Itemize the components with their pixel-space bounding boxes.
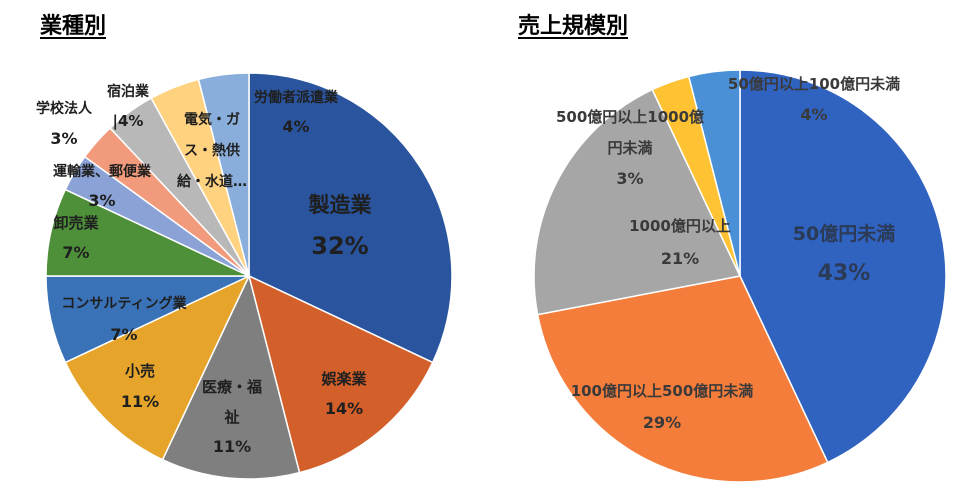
- pie0-slice-1: [247, 274, 434, 474]
- svg-text:50億円以上100億円未満: 50億円以上100億円未満: [728, 75, 900, 93]
- svg-text:製造業: 製造業: [308, 193, 373, 217]
- svg-text:100億円以上500億円未満: 100億円以上500億円未満: [571, 382, 754, 400]
- svg-text:卸売業: 卸売業: [53, 214, 99, 232]
- svg-text:給・水道…: 給・水道…: [177, 173, 247, 190]
- pie1-slice-0: [739, 69, 947, 464]
- svg-text:|4%: |4%: [113, 112, 144, 131]
- svg-text:円未満: 円未満: [607, 139, 652, 157]
- svg-text:学校法人: 学校法人: [36, 100, 93, 117]
- pie0-label-3: 小売 11%: [121, 362, 159, 411]
- pie0-label-5: 卸売業 7%: [53, 214, 99, 262]
- pie0-label-2: 医療・福祉 11%: [202, 378, 262, 456]
- svg-text:運輸業、郵便業: 運輸業、郵便業: [53, 163, 152, 180]
- svg-text:4%: 4%: [282, 117, 309, 136]
- pie0-slice-10: [197, 72, 250, 277]
- svg-text:祉: 祉: [223, 408, 239, 426]
- pie0-slice-3: [64, 274, 251, 461]
- pie1-slice-4: [687, 69, 741, 277]
- pie0-label-10: 労働者派遣業 4%: [254, 89, 339, 136]
- svg-text:3%: 3%: [88, 191, 115, 210]
- svg-text:21%: 21%: [661, 249, 699, 268]
- svg-text:11%: 11%: [121, 392, 159, 411]
- pie1-label-0: 50億円未満 43%: [793, 222, 895, 286]
- svg-text:3%: 3%: [50, 129, 77, 148]
- svg-text:コンサルティング業: コンサルティング業: [61, 295, 187, 312]
- pie0-label-6: 運輸業、郵便業 3%: [53, 163, 152, 210]
- pie1-slice-2: [533, 88, 742, 316]
- pie1-slice-1: [536, 275, 829, 483]
- svg-text:電気・ガ: 電気・ガ: [184, 111, 240, 128]
- svg-text:ス・熱供: ス・熱供: [184, 142, 240, 159]
- pie0-label-8: 宿泊業 |4%: [107, 83, 150, 131]
- pie1-label-4: 50億円以上100億円未満 4%: [728, 75, 900, 124]
- pie0-label-1: 娯楽業 14%: [321, 370, 367, 418]
- svg-text:7%: 7%: [62, 243, 89, 262]
- svg-text:4%: 4%: [800, 105, 827, 124]
- pie1-label-2: 1000億円以上 21%: [629, 217, 731, 268]
- svg-text:29%: 29%: [643, 413, 681, 432]
- pie0-slice-0: [248, 72, 453, 364]
- svg-text:50億円未満: 50億円未満: [793, 222, 895, 245]
- pie0-label-7: 学校法人 3%: [36, 100, 93, 148]
- svg-text:3%: 3%: [616, 169, 643, 188]
- svg-text:小売: 小売: [125, 362, 155, 380]
- svg-text:500億円以上1000億: 500億円以上1000億: [556, 108, 704, 126]
- svg-text:14%: 14%: [325, 399, 363, 418]
- svg-text:1000億円以上: 1000億円以上: [629, 217, 731, 235]
- svg-text:宿泊業: 宿泊業: [107, 83, 150, 100]
- svg-text:医療・福: 医療・福: [202, 378, 262, 396]
- chart-title-revenue: 売上規模別: [518, 14, 629, 39]
- svg-text:11%: 11%: [213, 437, 251, 456]
- pie1-label-1: 100億円以上500億円未満 29%: [571, 382, 754, 432]
- pie0-label-0: 製造業 32%: [308, 193, 373, 260]
- chart-title-industry: 業種別: [40, 14, 107, 39]
- svg-text:43%: 43%: [818, 261, 871, 286]
- pie0-slice-2: [161, 273, 301, 480]
- svg-text:娯楽業: 娯楽業: [321, 370, 367, 388]
- svg-text:労働者派遣業: 労働者派遣業: [254, 89, 339, 106]
- svg-text:7%: 7%: [110, 325, 137, 344]
- pie0-label-9: 電気・ガス・熱供給・水道…: [177, 111, 247, 190]
- svg-text:32%: 32%: [311, 232, 368, 260]
- pie0-label-4: コンサルティング業 7%: [61, 295, 187, 344]
